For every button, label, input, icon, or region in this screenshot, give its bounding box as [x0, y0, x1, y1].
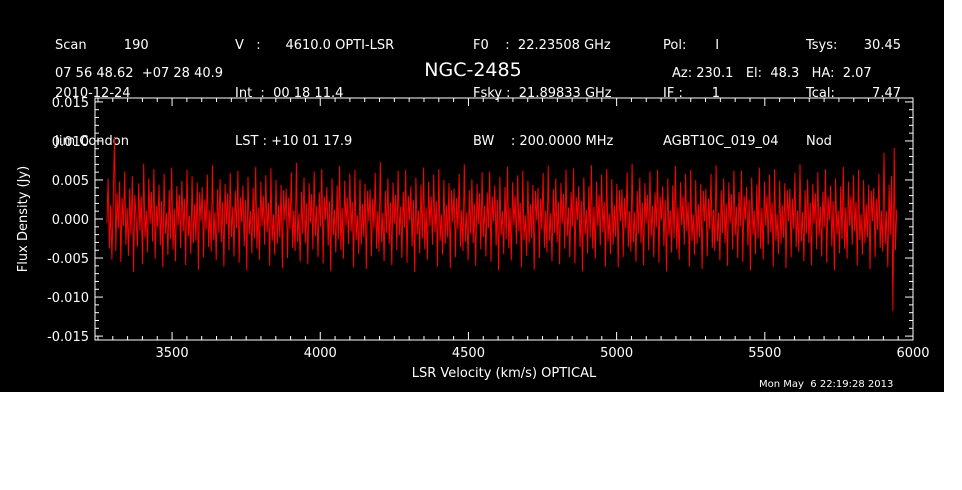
header-frequency-block: F0 : 22.23508 GHz Fsky : 21.89833 GHz BW…: [473, 6, 613, 182]
integration-label: Int : 00 18 11.4: [235, 86, 344, 101]
project-label: AGBT10C_019_04: [663, 134, 779, 149]
coords-label: 07 56 48.62 +07 28 40.9: [55, 66, 224, 81]
header-pol-block: Pol: I IF : 1 AGBT10C_019_04: [663, 6, 779, 182]
x-tick-label: 5000: [600, 346, 633, 361]
header-tsys-values: 30.45 7.47: [846, 6, 901, 166]
x-tick-label: 4500: [452, 346, 485, 361]
observer-label: Jim Condon: [55, 134, 129, 149]
y-tick-label: -0.010: [47, 291, 89, 306]
tsys-value: 30.45: [863, 38, 901, 53]
if-label: IF : 1: [663, 86, 721, 101]
header-tsys-labels: Tsys: Tcal: Nod: [806, 6, 837, 182]
y-tick-label: -0.015: [47, 330, 89, 345]
velocity-label: V : 4610.0 OPTI-LSR: [235, 38, 395, 53]
date-label: 2010-12-24: [55, 86, 131, 101]
scan-label: Scan 190: [55, 38, 149, 53]
x-tick-label: 6000: [896, 346, 929, 361]
y-axis-title: Flux Density (Jy): [16, 166, 31, 272]
plot-panel: Scan 190 2010-12-24 Jim Condon V : 4610.…: [0, 0, 944, 392]
fsky-label: Fsky : 21.89833 GHz: [473, 86, 612, 101]
spectrum-chart: 3500 4000 4500 5000 5500 6000 0.015 0.010 0.005 0…: [16, 96, 930, 381]
y-tick-label: 0.005: [52, 174, 89, 189]
nod-label: Nod: [806, 134, 832, 149]
header-scan-block: Scan 190 2010-12-24 Jim Condon: [55, 6, 149, 182]
tcal-value: 7.47: [872, 86, 901, 101]
az-el-ha-label: Az: 230.1 El: 48.3 HA: 2.07: [672, 66, 872, 81]
series-line-0: [106, 136, 898, 312]
x-tick-label: 3500: [156, 346, 189, 361]
x-tick-label: 5500: [748, 346, 781, 361]
x-axis-title: LSR Velocity (km/s) OPTICAL: [412, 366, 597, 381]
pol-label: Pol: I: [663, 38, 720, 53]
y-tick-label: 0.000: [52, 213, 89, 228]
timestamp-label: Mon May 6 22:19:28 2013: [759, 379, 894, 390]
header-velocity-block: V : 4610.0 OPTI-LSR Int : 00 18 11.4 LST…: [235, 6, 394, 182]
f0-label: F0 : 22.23508 GHz: [473, 38, 611, 53]
tsys-label: Tsys:: [806, 38, 838, 53]
lst-label: LST : +10 01 17.9: [235, 134, 353, 149]
bw-label: BW : 200.0000 MHz: [473, 134, 614, 149]
y-tick-label: 0.010: [52, 135, 89, 150]
tcal-label: Tcal:: [806, 86, 835, 101]
x-tick-label: 4000: [304, 346, 337, 361]
y-tick-label: 0.015: [52, 96, 89, 111]
chart-title: NGC-2485: [424, 59, 522, 81]
y-tick-label: -0.005: [47, 252, 89, 267]
